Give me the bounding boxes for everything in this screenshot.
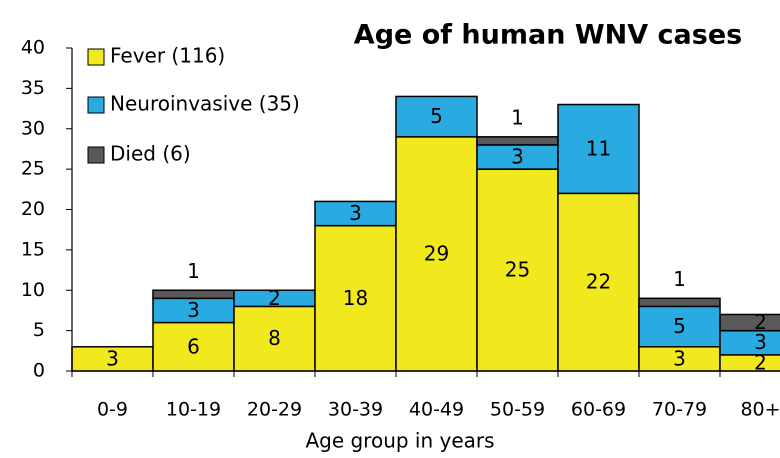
x-tick-label: 80+ <box>740 399 780 421</box>
y-tick-label: 0 <box>33 360 45 382</box>
data-label: 2 <box>754 310 767 334</box>
x-tick-label: 50-59 <box>490 399 545 421</box>
data-label: 1 <box>673 267 686 291</box>
legend-label: Neuroinvasive (35) <box>110 92 300 116</box>
bar-segment <box>557 103 640 195</box>
bar-segment <box>719 354 780 372</box>
x-tick-label: 30-39 <box>328 399 383 421</box>
data-label: 25 <box>505 258 530 282</box>
data-label: 6 <box>187 334 200 358</box>
data-label: 3 <box>349 201 362 225</box>
data-label: 1 <box>511 105 524 129</box>
bar-segment <box>152 289 235 300</box>
x-tick-label: 10-19 <box>166 399 221 421</box>
y-tick-label: 15 <box>21 238 45 260</box>
bar-segment <box>638 305 721 348</box>
y-tick-label: 35 <box>21 77 45 99</box>
x-tick-label: 60-69 <box>571 399 626 421</box>
x-tick-label: 0-9 <box>97 399 128 421</box>
data-label: 3 <box>511 145 524 169</box>
bar-segment <box>557 192 640 372</box>
data-label: 3 <box>187 298 200 322</box>
legend-label: Died (6) <box>110 142 191 166</box>
data-label: 3 <box>106 346 119 370</box>
bar-segment <box>719 313 780 332</box>
bar-segment <box>314 200 397 227</box>
bar-segment <box>719 329 780 356</box>
data-label: 5 <box>673 314 686 338</box>
data-label: 5 <box>430 104 443 128</box>
data-label: 3 <box>754 330 767 354</box>
y-tick-label: 30 <box>21 117 45 139</box>
bar-segment <box>638 297 721 308</box>
x-tick-label: 70-79 <box>652 399 707 421</box>
x-tick-label: 40-49 <box>409 399 464 421</box>
data-label: 11 <box>586 136 611 160</box>
legend-swatch <box>87 48 105 66</box>
y-tick-label: 20 <box>21 198 45 220</box>
data-label: 22 <box>586 270 611 294</box>
data-label: 18 <box>343 286 368 310</box>
legend-swatch <box>87 96 105 114</box>
y-tick-label: 10 <box>21 279 45 301</box>
data-label: 2 <box>754 350 767 374</box>
data-label: 3 <box>673 346 686 370</box>
data-label: 2 <box>268 286 281 310</box>
bar-segment <box>395 95 478 138</box>
data-label: 29 <box>424 241 449 265</box>
bar-segment <box>476 144 559 170</box>
bar-segment <box>395 136 478 372</box>
y-tick-label: 5 <box>33 319 45 341</box>
x-tick-label: 20-29 <box>247 399 302 421</box>
data-label: 1 <box>187 259 200 283</box>
legend-label: Fever (116) <box>110 44 225 68</box>
data-label: 8 <box>268 326 281 350</box>
legend-swatch <box>87 146 105 164</box>
x-axis-title: Age group in years <box>305 429 494 453</box>
y-tick-label: 25 <box>21 158 45 180</box>
bar-segment <box>476 136 559 146</box>
chart-title: Age of human WNV cases <box>354 20 742 51</box>
y-tick-label: 40 <box>21 37 45 59</box>
